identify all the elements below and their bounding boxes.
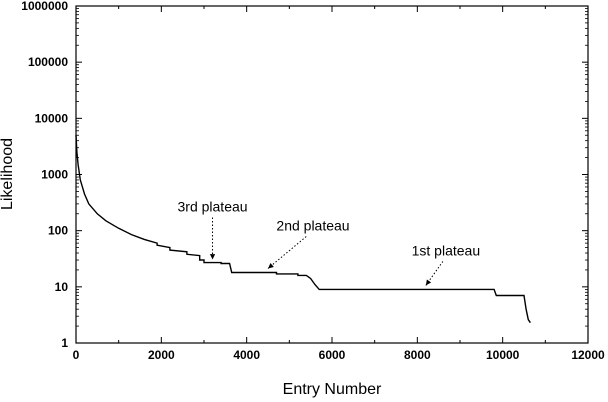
x-tick-label: 4000 [233, 348, 260, 362]
annotation-label: 1st plateau [412, 242, 481, 258]
annotation-label: 3rd plateau [178, 199, 248, 215]
y-tick-label: 10000 [35, 111, 69, 125]
x-tick-label: 8000 [404, 348, 431, 362]
x-tick-label: 10000 [486, 348, 520, 362]
annotation-label: 2nd plateau [276, 217, 349, 233]
axis-ticks [75, 5, 589, 344]
y-tick-label: 1000000 [21, 0, 68, 13]
annotation-arrow-line [267, 236, 307, 269]
y-tick-label: 100 [48, 224, 68, 238]
annotation-arrowhead [425, 279, 432, 286]
annotations: 3rd plateau 2nd plateau 1st plateau [178, 199, 481, 286]
axis-tick-labels: 0 2000 4000 6000 8000 10000 12000 1 10 100 1000 100… [21, 0, 605, 362]
plot-frame [75, 5, 589, 344]
x-tick-label: 6000 [319, 348, 346, 362]
x-tick-label: 0 [73, 348, 80, 362]
x-tick-label: 2000 [148, 348, 175, 362]
annotation-arrowhead [209, 254, 216, 260]
y-tick-label: 10 [55, 280, 69, 294]
y-tick-label: 1 [61, 336, 68, 350]
annotation-arrowhead [268, 263, 274, 269]
x-tick-label: 12000 [571, 348, 605, 362]
x-axis-title: Entry Number [283, 381, 382, 398]
series-line [75, 135, 531, 324]
y-tick-label: 1000 [41, 168, 68, 182]
y-axis-title: Likelihood [0, 138, 16, 210]
y-tick-label: 100000 [28, 55, 68, 69]
